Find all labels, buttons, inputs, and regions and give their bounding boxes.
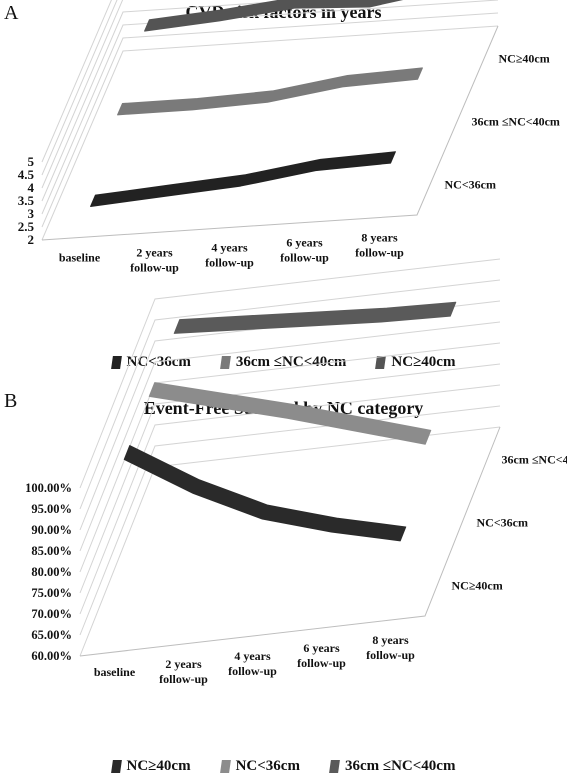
- y-tick-label: 70.00%: [31, 607, 72, 621]
- gridline: [41, 0, 124, 189]
- series-ribbon: [90, 151, 396, 207]
- legend-swatch: [219, 356, 231, 369]
- floor-edge: [79, 426, 501, 657]
- chart-a: 22.533.544.55 baseline 2 years follow-up 4 y…: [18, 0, 560, 275]
- legend-swatch: [375, 356, 387, 369]
- legend-swatch: [110, 760, 122, 773]
- gridline: [41, 0, 311, 202]
- legend-item: 36cm ≤NC<40cm: [219, 354, 347, 371]
- chart-b: 60.00% 65.00% 70.00% 75.00% 80.00% 85.00% 90.0…: [25, 258, 567, 686]
- y-tick-label: 3: [28, 206, 35, 221]
- legend-swatch: [329, 760, 340, 773]
- legend-label: 36cm ≤NC<40cm: [235, 354, 347, 370]
- legend-item: NC<36cm: [219, 758, 300, 775]
- panel-letter-a: A: [4, 2, 19, 24]
- y-tick-label: 65.00%: [31, 628, 72, 642]
- panel-b: B Event-Free Survival by NC category 60.…: [0, 258, 567, 776]
- x-tick-label: 2 years follow-up: [159, 657, 208, 686]
- y-tick-label: 100.00%: [25, 481, 72, 495]
- x-tick-label: baseline: [94, 665, 136, 679]
- depth-label: NC<36cm: [477, 516, 529, 530]
- depth-label: 36cm ≤NC<40cm: [502, 453, 567, 467]
- y-tick-label: 3.5: [18, 193, 35, 208]
- gridline: [79, 363, 501, 594]
- depth-label: 36cm ≤NC<40cm: [472, 115, 560, 129]
- gridline: [79, 279, 501, 510]
- x-tick-label: 2 years follow-up: [130, 246, 179, 275]
- y-tick-label: 5: [28, 154, 35, 169]
- depth-label: NC<36cm: [445, 178, 497, 192]
- legend-swatch: [110, 356, 122, 369]
- gridline: [41, 0, 118, 176]
- series-ribbon: [117, 67, 423, 116]
- y-tick-label: 60.00%: [31, 649, 72, 663]
- gridline: [79, 258, 501, 489]
- legend-b: NC≥40cm NC<36cm 36cm ≤NC<40cm: [0, 758, 567, 775]
- legend-item: NC≥40cm: [110, 758, 191, 775]
- legend-item: 36cm ≤NC<40cm: [329, 758, 456, 775]
- floor-edge: [41, 25, 499, 241]
- legend-label: NC<36cm: [235, 758, 300, 774]
- gridline: [41, 0, 112, 163]
- series-ribbon: [123, 445, 407, 542]
- x-tick-label: 6 years follow-up: [297, 641, 346, 670]
- series-ribbon: [173, 301, 457, 334]
- gridline: [41, 0, 499, 215]
- panel-letter-b: B: [4, 390, 18, 412]
- depth-label: NC≥40cm: [499, 52, 550, 66]
- legend-a: NC<36cm 36cm ≤NC<40cm NC≥40cm: [0, 354, 567, 371]
- gridline: [41, 25, 499, 241]
- gridline: [41, 12, 499, 228]
- legend-item: NC<36cm: [110, 354, 191, 371]
- y-tick-label: 90.00%: [31, 523, 72, 537]
- series-ribbon: [148, 382, 432, 445]
- x-tick-label: 8 years follow-up: [366, 633, 415, 662]
- series-ribbon: [144, 0, 404, 32]
- x-tick-label: 6 years follow-up: [280, 236, 329, 265]
- legend-item: NC≥40cm: [375, 354, 456, 371]
- y-tick-label: 4.5: [18, 167, 35, 182]
- y-tick-label: 75.00%: [31, 586, 72, 600]
- y-tick-label: 85.00%: [31, 544, 72, 558]
- x-tick-label: 4 years follow-up: [205, 241, 254, 270]
- gridline: [79, 384, 501, 615]
- x-tick-label: 8 years follow-up: [355, 231, 404, 260]
- y-tick-label: 4: [28, 180, 35, 195]
- y-tick-label: 80.00%: [31, 565, 72, 579]
- y-tick-label: 2.5: [18, 219, 35, 234]
- legend-swatch: [219, 760, 231, 773]
- y-tick-label: 2: [28, 232, 35, 247]
- panel-a: A CVD risk factors in years 2 2.5 3 3.5 4 4.5…: [0, 0, 567, 371]
- legend-label: NC≥40cm: [126, 758, 191, 774]
- legend-label: 36cm ≤NC<40cm: [344, 758, 456, 774]
- x-tick-label: 4 years follow-up: [228, 649, 277, 678]
- x-tick-label: baseline: [59, 251, 101, 265]
- gridline: [79, 321, 501, 552]
- gridline: [79, 405, 501, 636]
- y-tick-label: 95.00%: [31, 502, 72, 516]
- depth-label: NC≥40cm: [452, 579, 503, 593]
- legend-label: NC≥40cm: [391, 354, 456, 370]
